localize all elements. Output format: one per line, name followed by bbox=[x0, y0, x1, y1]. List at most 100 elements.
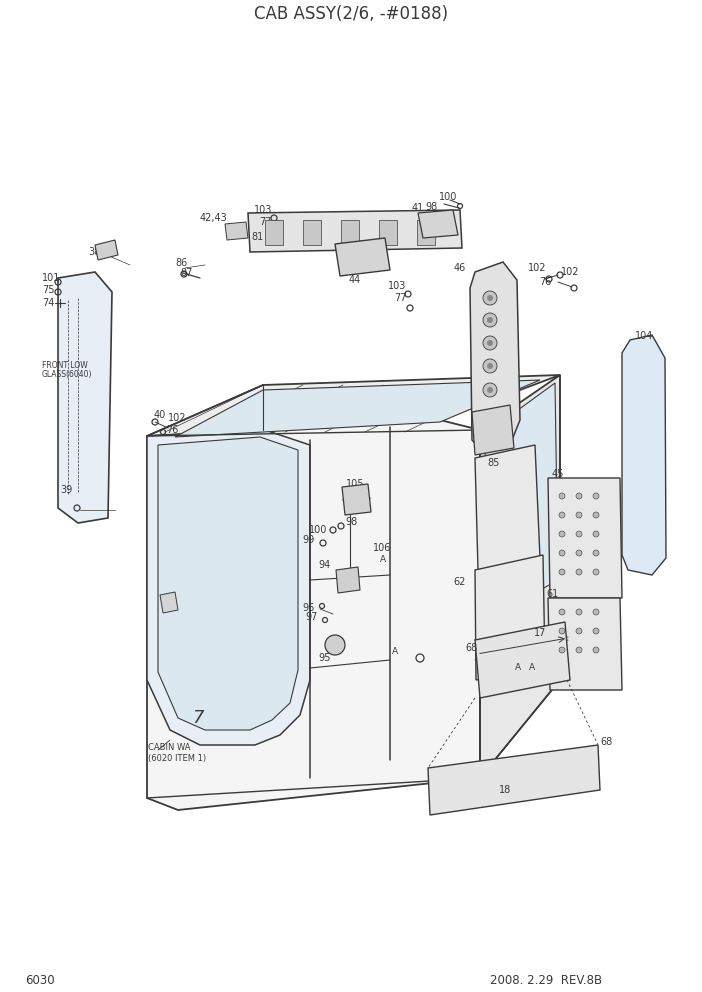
Polygon shape bbox=[475, 622, 570, 698]
Polygon shape bbox=[548, 598, 622, 690]
Text: 99: 99 bbox=[303, 535, 315, 545]
Circle shape bbox=[325, 635, 345, 655]
Text: 97: 97 bbox=[305, 612, 318, 622]
Circle shape bbox=[487, 363, 493, 369]
Text: 100: 100 bbox=[439, 192, 457, 202]
Text: 77: 77 bbox=[259, 217, 271, 227]
Polygon shape bbox=[548, 478, 622, 598]
Circle shape bbox=[559, 609, 565, 615]
Text: 39: 39 bbox=[60, 485, 72, 495]
Text: 100: 100 bbox=[309, 525, 327, 535]
Polygon shape bbox=[341, 220, 359, 245]
Text: 102: 102 bbox=[168, 413, 187, 423]
Polygon shape bbox=[147, 430, 310, 745]
Text: 74: 74 bbox=[42, 298, 54, 308]
Text: 44: 44 bbox=[349, 275, 361, 285]
Text: 105: 105 bbox=[346, 479, 364, 489]
Circle shape bbox=[559, 493, 565, 499]
Circle shape bbox=[576, 628, 582, 634]
Polygon shape bbox=[417, 220, 435, 245]
Polygon shape bbox=[95, 240, 118, 260]
Circle shape bbox=[593, 647, 599, 653]
Text: 18: 18 bbox=[499, 785, 511, 795]
Text: A: A bbox=[529, 664, 535, 673]
Circle shape bbox=[483, 359, 497, 373]
Text: 98: 98 bbox=[426, 202, 438, 212]
Circle shape bbox=[483, 313, 497, 327]
Polygon shape bbox=[428, 745, 600, 815]
Text: A: A bbox=[515, 664, 521, 673]
Circle shape bbox=[559, 569, 565, 575]
Polygon shape bbox=[225, 222, 248, 240]
Text: 68: 68 bbox=[465, 643, 478, 653]
Polygon shape bbox=[485, 383, 558, 620]
Circle shape bbox=[103, 245, 109, 251]
Text: 94: 94 bbox=[319, 560, 331, 570]
Circle shape bbox=[483, 336, 497, 350]
Circle shape bbox=[559, 512, 565, 518]
Polygon shape bbox=[342, 484, 371, 515]
Polygon shape bbox=[475, 555, 545, 680]
Text: 104: 104 bbox=[635, 331, 653, 341]
Text: 95: 95 bbox=[319, 653, 331, 663]
Text: A: A bbox=[380, 556, 386, 564]
Text: 103: 103 bbox=[388, 281, 406, 291]
Circle shape bbox=[576, 609, 582, 615]
Circle shape bbox=[576, 550, 582, 556]
Polygon shape bbox=[418, 210, 458, 238]
Text: 85: 85 bbox=[488, 458, 501, 468]
Circle shape bbox=[487, 387, 493, 393]
Text: 38: 38 bbox=[88, 247, 100, 257]
Polygon shape bbox=[470, 262, 520, 452]
Text: 17: 17 bbox=[534, 628, 546, 638]
Polygon shape bbox=[147, 420, 480, 810]
Text: 102: 102 bbox=[528, 263, 546, 273]
Circle shape bbox=[559, 531, 565, 537]
Circle shape bbox=[593, 512, 599, 518]
Text: 102: 102 bbox=[561, 267, 579, 277]
Circle shape bbox=[487, 317, 493, 323]
Circle shape bbox=[576, 493, 582, 499]
Circle shape bbox=[559, 647, 565, 653]
Polygon shape bbox=[475, 445, 540, 570]
Circle shape bbox=[576, 531, 582, 537]
Text: 106: 106 bbox=[373, 543, 391, 553]
Text: 76: 76 bbox=[166, 425, 178, 435]
Text: 86: 86 bbox=[175, 258, 187, 268]
Text: 103: 103 bbox=[254, 205, 272, 215]
Text: 76: 76 bbox=[539, 277, 551, 287]
Polygon shape bbox=[175, 380, 540, 437]
Polygon shape bbox=[336, 567, 360, 593]
Polygon shape bbox=[58, 272, 112, 523]
Text: 101: 101 bbox=[42, 273, 60, 283]
Text: 87: 87 bbox=[180, 268, 192, 278]
Polygon shape bbox=[160, 592, 178, 613]
Circle shape bbox=[576, 569, 582, 575]
Text: 61: 61 bbox=[547, 589, 559, 599]
Text: 81: 81 bbox=[252, 232, 264, 242]
Text: 41: 41 bbox=[412, 203, 424, 213]
Circle shape bbox=[487, 340, 493, 346]
Polygon shape bbox=[147, 375, 560, 436]
Polygon shape bbox=[265, 220, 283, 245]
Circle shape bbox=[576, 512, 582, 518]
Text: 96: 96 bbox=[303, 603, 315, 613]
Text: 46: 46 bbox=[453, 263, 466, 273]
Polygon shape bbox=[472, 405, 514, 455]
Text: 7: 7 bbox=[192, 709, 204, 727]
Text: 6030: 6030 bbox=[25, 973, 55, 986]
Circle shape bbox=[487, 427, 493, 433]
Text: GLASS(6040): GLASS(6040) bbox=[42, 370, 93, 380]
Text: 75: 75 bbox=[42, 285, 55, 295]
Circle shape bbox=[559, 628, 565, 634]
Text: 77: 77 bbox=[394, 293, 406, 303]
Text: 62: 62 bbox=[453, 577, 466, 587]
Circle shape bbox=[483, 383, 497, 397]
Polygon shape bbox=[335, 238, 390, 276]
Text: CABIN WA: CABIN WA bbox=[148, 743, 190, 753]
Circle shape bbox=[593, 609, 599, 615]
Circle shape bbox=[593, 493, 599, 499]
Text: CAB ASSY(2/6, -#0188): CAB ASSY(2/6, -#0188) bbox=[254, 5, 448, 23]
Text: 68: 68 bbox=[600, 737, 612, 747]
Circle shape bbox=[483, 423, 497, 437]
